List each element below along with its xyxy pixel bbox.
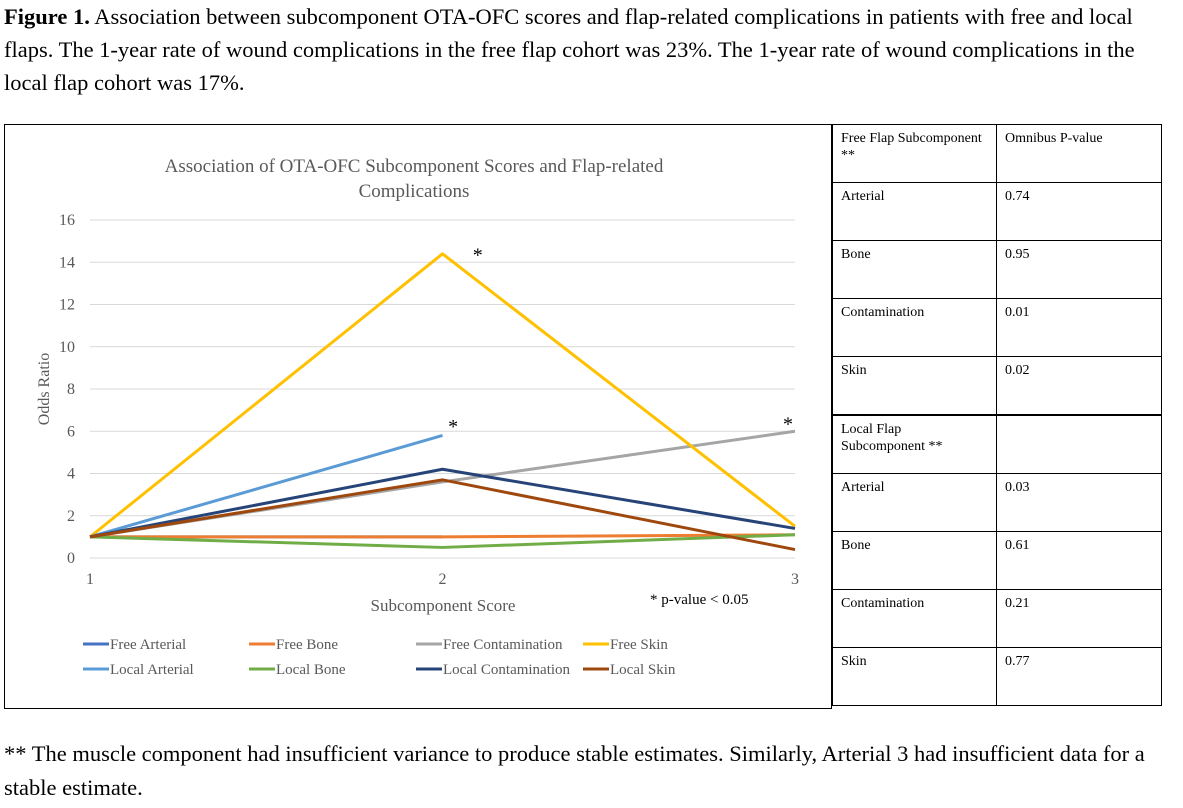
series-line-local-bone bbox=[89, 533, 796, 549]
table-cell-subcomponent: Arterial bbox=[832, 473, 997, 532]
table-row: Arterial 0.74 bbox=[832, 182, 1162, 241]
table-cell-pvalue: 0.03 bbox=[996, 473, 1162, 532]
legend-label: Local Bone bbox=[276, 662, 346, 678]
table-cell-pvalue bbox=[996, 414, 1162, 474]
y-tick-label: 0 bbox=[67, 550, 75, 567]
chart-title-line2: Complications bbox=[359, 181, 470, 202]
legend-label: Local Skin bbox=[610, 662, 676, 678]
table-cell-subcomponent: Contamination bbox=[832, 298, 997, 357]
table-row: Bone 0.61 bbox=[832, 531, 1162, 590]
table-row: Contamination 0.01 bbox=[832, 298, 1162, 357]
legend-label: Free Skin bbox=[610, 637, 668, 653]
figure-caption: Figure 1. Association between subcompone… bbox=[4, 0, 1180, 99]
table-cell-subcomponent: Contamination bbox=[832, 589, 997, 648]
legend-label: Free Bone bbox=[276, 637, 338, 653]
x-tick-label: 1 bbox=[86, 571, 94, 588]
y-tick-label: 10 bbox=[59, 339, 75, 356]
chart-frame: Association of OTA-OFC Subcomponent Scor… bbox=[4, 124, 832, 709]
table-cell-subcomponent: Skin bbox=[832, 356, 997, 416]
significance-asterisk: * bbox=[473, 245, 483, 267]
table-cell-subcomponent: Local Flap Subcomponent ** bbox=[832, 414, 997, 474]
y-tick-label: 16 bbox=[59, 212, 75, 229]
table-row: Contamination 0.21 bbox=[832, 589, 1162, 648]
y-tick-label: 14 bbox=[59, 254, 75, 271]
y-tick-label: 4 bbox=[67, 466, 75, 483]
table-header-pvalue: Omnibus P-value bbox=[996, 124, 1162, 183]
table-cell-subcomponent: Skin bbox=[832, 647, 997, 706]
caption-text: Association between subcomponent OTA-OFC… bbox=[4, 4, 1135, 95]
x-tick-label: 3 bbox=[791, 571, 799, 588]
series-line-local-contamination bbox=[89, 467, 796, 539]
significance-asterisk: * bbox=[448, 416, 458, 438]
series-line-local-arterial bbox=[89, 434, 443, 539]
table-header-row: Free Flap Subcomponent ** Omnibus P-valu… bbox=[832, 124, 1162, 183]
table-cell-pvalue: 0.74 bbox=[996, 182, 1162, 241]
y-tick-label: 12 bbox=[59, 297, 75, 314]
table-cell-pvalue: 0.95 bbox=[996, 240, 1162, 299]
chart-title-line1: Association of OTA-OFC Subcomponent Scor… bbox=[165, 156, 664, 177]
table-header-subcomponent: Free Flap Subcomponent ** bbox=[832, 124, 997, 183]
y-tick-label: 8 bbox=[67, 381, 75, 398]
table-row: Arterial 0.03 bbox=[832, 473, 1162, 532]
table-cell-subcomponent: Bone bbox=[832, 531, 997, 590]
series-line-local-skin bbox=[89, 478, 796, 552]
table-row: Local Flap Subcomponent ** bbox=[832, 414, 1162, 474]
x-axis-label: Subcomponent Score bbox=[371, 596, 516, 615]
y-tick-label: 6 bbox=[67, 423, 75, 440]
table-row: Bone 0.95 bbox=[832, 240, 1162, 299]
figure-label: Figure 1. bbox=[4, 4, 90, 29]
significance-note: * p-value < 0.05 bbox=[650, 592, 748, 608]
legend-label: Free Contamination bbox=[443, 637, 563, 653]
line-chart: Association of OTA-OFC Subcomponent Scor… bbox=[36, 156, 799, 678]
x-tick-label: 2 bbox=[439, 571, 447, 588]
y-axis-label: Odds Ratio bbox=[36, 353, 53, 425]
p-value-table: Free Flap Subcomponent ** Omnibus P-valu… bbox=[832, 124, 1162, 706]
series-line-free-skin bbox=[89, 252, 796, 539]
table-cell-pvalue: 0.02 bbox=[996, 356, 1162, 416]
legend-label: Local Contamination bbox=[443, 662, 571, 678]
series-line-free-bone bbox=[90, 533, 796, 539]
legend-label: Local Arterial bbox=[110, 662, 194, 678]
table-cell-subcomponent: Bone bbox=[832, 240, 997, 299]
table-cell-pvalue: 0.01 bbox=[996, 298, 1162, 357]
legend-label: Free Arterial bbox=[110, 637, 186, 653]
y-tick-label: 2 bbox=[67, 508, 75, 525]
table-row: Skin 0.77 bbox=[832, 647, 1162, 706]
table-cell-subcomponent: Arterial bbox=[832, 182, 997, 241]
table-cell-pvalue: 0.21 bbox=[996, 589, 1162, 648]
table-cell-pvalue: 0.77 bbox=[996, 647, 1162, 706]
chart-legend: Free Arterial Free Bone Free Contamination… bbox=[83, 637, 676, 678]
footnote: ** The muscle component had insufficient… bbox=[4, 741, 1145, 800]
significance-asterisk: * bbox=[783, 414, 793, 436]
table-cell-pvalue: 0.61 bbox=[996, 531, 1162, 590]
table-row: Skin 0.02 bbox=[832, 356, 1162, 416]
